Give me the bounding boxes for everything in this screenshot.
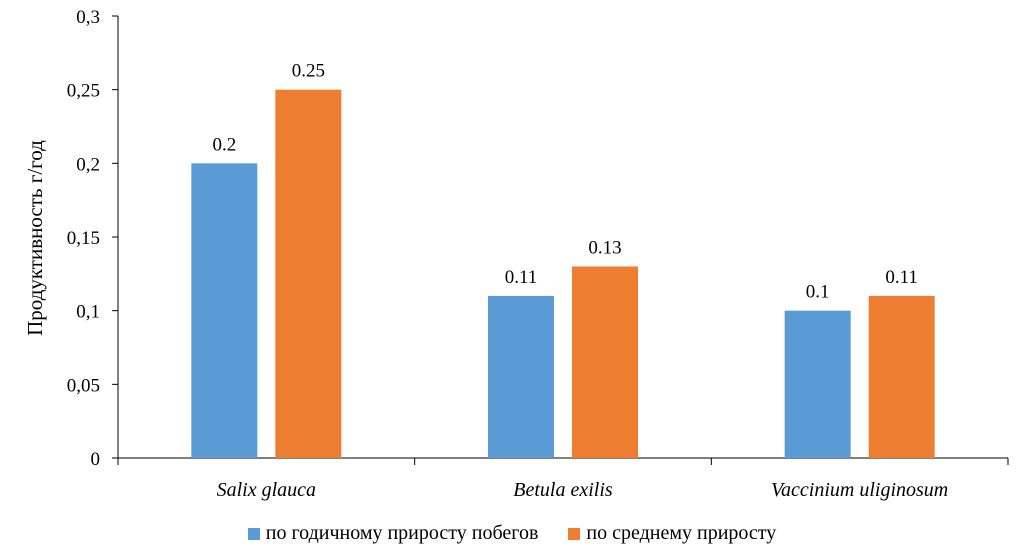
legend-swatch-series-1 <box>247 527 260 540</box>
bar-series-1 <box>784 310 851 458</box>
bar-value-label: 0.11 <box>505 267 538 288</box>
x-category-label: Betula exilis <box>513 479 613 501</box>
legend-swatch-series-2 <box>568 527 581 540</box>
y-axis: 0 0,05 0,1 0,15 0,2 0,25 0,3 <box>67 7 119 470</box>
legend: по годичному приросту побегов по среднем… <box>0 522 1024 545</box>
bar-series-2 <box>868 295 935 458</box>
x-axis: Salix glauca Betula exilis Vaccinium uligi… <box>117 457 1009 501</box>
y-tick-label: 0 <box>91 449 101 470</box>
y-tick-label: 0,05 <box>67 375 100 396</box>
y-tick-label: 0,3 <box>76 7 100 28</box>
data-labels: 0.2 0.11 0.1 0.25 0.13 0.11 <box>212 61 917 303</box>
bar-value-label: 0.1 <box>806 282 830 303</box>
legend-label-series-1: по годичному приросту побегов <box>265 522 539 544</box>
y-tick-label: 0,1 <box>76 302 100 323</box>
y-tick-label: 0,15 <box>67 228 100 249</box>
y-tick-label: 0,25 <box>67 81 100 102</box>
y-axis-title: Продуктивность г/год <box>23 140 47 336</box>
bar-series-2 <box>572 266 638 458</box>
bar-value-label: 0.25 <box>292 61 325 82</box>
bar-series-2 <box>275 89 342 459</box>
bar-series-1 <box>191 163 258 459</box>
legend-item-series-1: по годичному приросту побегов <box>247 522 539 545</box>
x-category-label: Vaccinium uliginosum <box>771 479 948 501</box>
legend-label-series-2: по среднему приросту <box>586 522 777 544</box>
bar-value-label: 0.2 <box>212 134 236 155</box>
bar-value-label: 0.11 <box>885 267 918 288</box>
y-tick-label: 0,2 <box>76 154 100 175</box>
legend-item-series-2: по среднему приросту <box>568 522 776 545</box>
bars <box>191 89 935 459</box>
bar-value-label: 0.13 <box>588 237 621 258</box>
x-category-label: Salix glauca <box>217 479 316 501</box>
bar-series-1 <box>488 295 554 458</box>
